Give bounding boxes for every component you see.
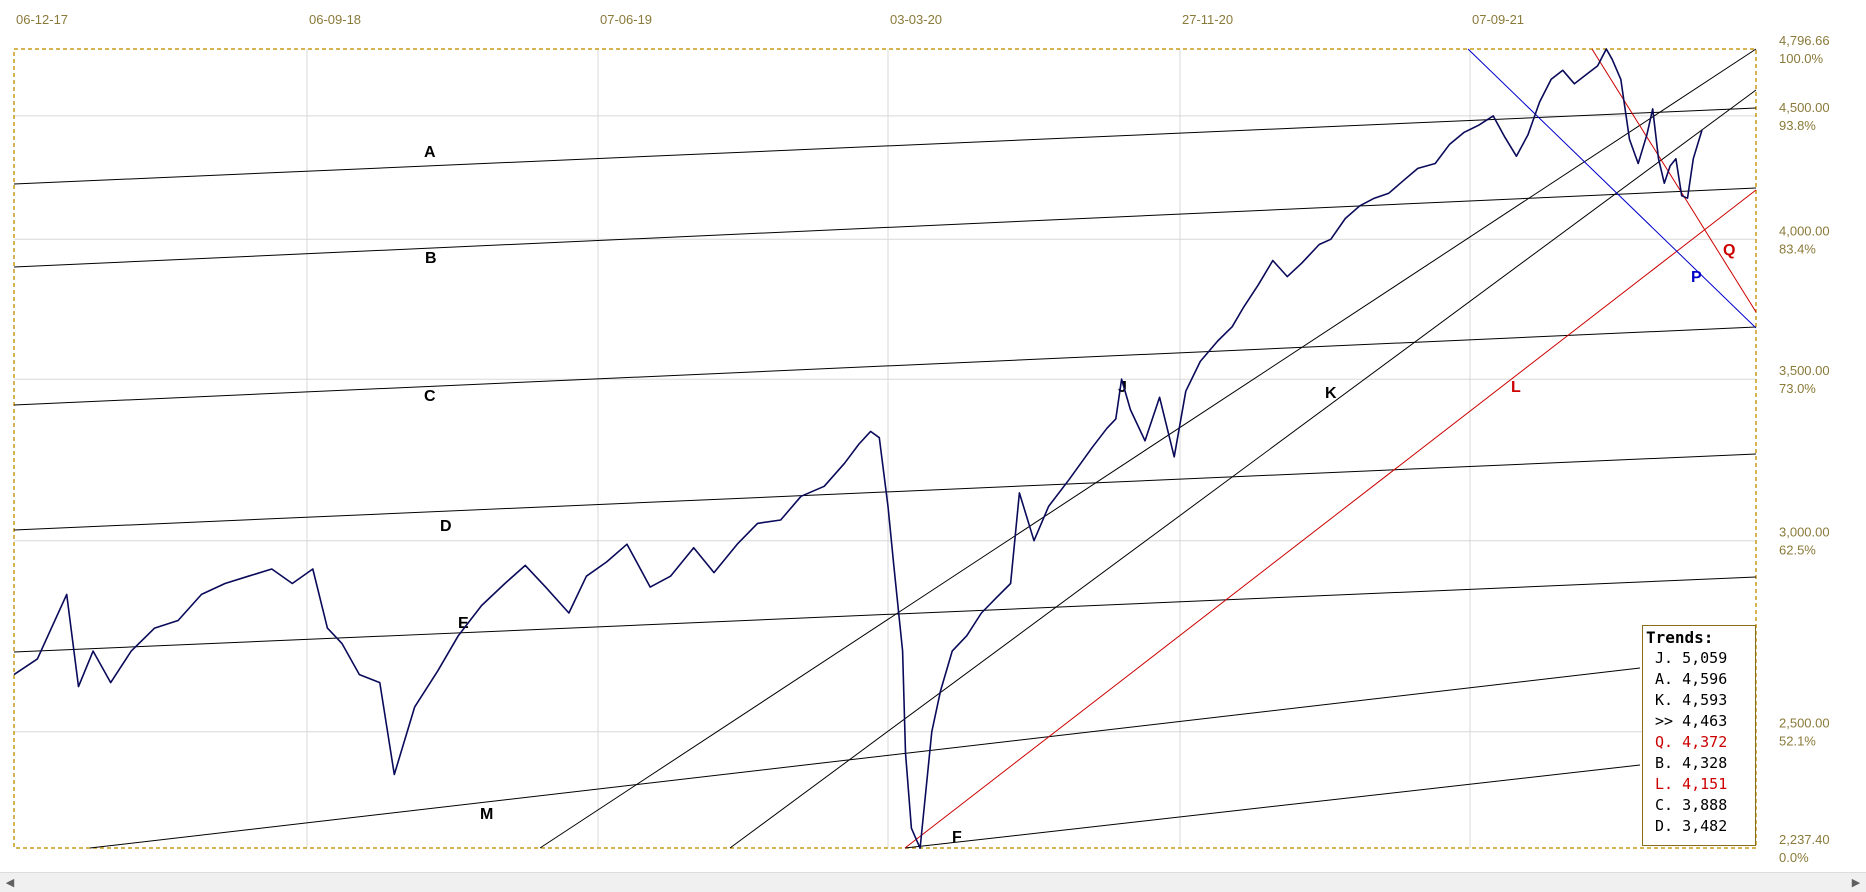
trend-row: J. 5,059: [1655, 649, 1728, 667]
trendline-K: [729, 89, 1757, 849]
y-tick-label: 4,500.00: [1779, 100, 1830, 115]
trendline-label: D: [440, 518, 452, 535]
trendline-label: Q: [1723, 242, 1735, 259]
x-tick-label: 07-06-19: [600, 12, 652, 27]
trend-row: >> 4,463: [1655, 712, 1728, 730]
trends-title: Trends:: [1646, 628, 1714, 647]
trendline-P: [1467, 48, 1757, 329]
chart-area: 06-12-17 06-09-18 07-06-19 03-03-20 27-11-20…: [13, 12, 1830, 865]
trendline-C: [13, 326, 1757, 406]
y-tick-percent: 100.0%: [1779, 51, 1824, 66]
x-tick-label: 06-09-18: [309, 12, 361, 27]
trend-row: K. 4,593: [1655, 691, 1728, 709]
trendline-M: [89, 667, 1641, 849]
trendline-label: B: [425, 250, 437, 267]
trend-row: B. 4,328: [1655, 754, 1728, 772]
y-tick-percent: 73.0%: [1779, 381, 1816, 396]
trendline-label: P: [1691, 269, 1702, 286]
trendline-label: E: [458, 615, 469, 632]
y-tick-label: 4,796.66: [1779, 33, 1830, 48]
trendline-label: J: [1118, 379, 1127, 396]
chart-svg: 06-12-17 06-09-18 07-06-19 03-03-20 27-11-20…: [13, 12, 1830, 865]
y-tick-percent: 52.1%: [1779, 734, 1816, 749]
y-tick-label: 3,000.00: [1779, 525, 1830, 540]
trendline-label: A: [424, 144, 436, 161]
y-tick-label: 2,500.00: [1779, 716, 1830, 731]
trendline-label: C: [424, 388, 436, 405]
y-tick-percent: 83.4%: [1779, 241, 1816, 256]
y-tick-percent: 62.5%: [1779, 543, 1816, 558]
trendline-label: L: [1511, 379, 1521, 396]
x-tick-label: 03-03-20: [890, 12, 942, 27]
trends-panel: Trends: J. 5,059 A. 4,596 K. 4,593 >> 4,463…: [1642, 625, 1756, 846]
trendline-Q: [1591, 48, 1757, 313]
price-series-line: [13, 48, 1703, 849]
x-tick-label: 07-09-21: [1472, 12, 1524, 27]
y-tick-percent: 93.8%: [1779, 118, 1816, 133]
y-tick-percent: 0.0%: [1779, 850, 1809, 865]
x-tick-label: 27-11-20: [1182, 12, 1233, 27]
trendline-label: K: [1325, 385, 1337, 402]
trendline-D: [13, 453, 1757, 531]
trendline-label: M: [480, 806, 493, 823]
scroll-left-icon[interactable]: ◀: [5, 876, 15, 889]
trendline-A: [13, 107, 1757, 185]
trend-row: L. 4,151: [1655, 775, 1728, 793]
y-tick-label: 4,000.00: [1779, 223, 1830, 238]
trendline-E: [13, 576, 1757, 653]
horizontal-scrollbar[interactable]: ◀ ▶: [0, 872, 1866, 892]
trend-row: Q. 4,372: [1655, 733, 1728, 751]
x-tick-label: 06-12-17: [16, 12, 68, 27]
trendline-L: [904, 189, 1757, 849]
trendline-B: [13, 187, 1757, 268]
y-tick-label: 2,237.40: [1779, 832, 1830, 847]
trendline-label: F: [952, 829, 962, 846]
y-tick-label: 3,500.00: [1779, 363, 1830, 378]
trendline-J: [539, 48, 1757, 849]
trend-row: C. 3,888: [1655, 796, 1728, 814]
trend-row: D. 3,482: [1655, 817, 1728, 835]
trendline-F: [904, 764, 1641, 849]
plot-border: [13, 48, 1757, 849]
trend-row: A. 4,596: [1655, 670, 1728, 688]
scroll-right-icon[interactable]: ▶: [1851, 876, 1861, 889]
trends-list: J. 5,059 A. 4,596 K. 4,593 >> 4,463 Q. 4,372…: [1646, 648, 1755, 837]
